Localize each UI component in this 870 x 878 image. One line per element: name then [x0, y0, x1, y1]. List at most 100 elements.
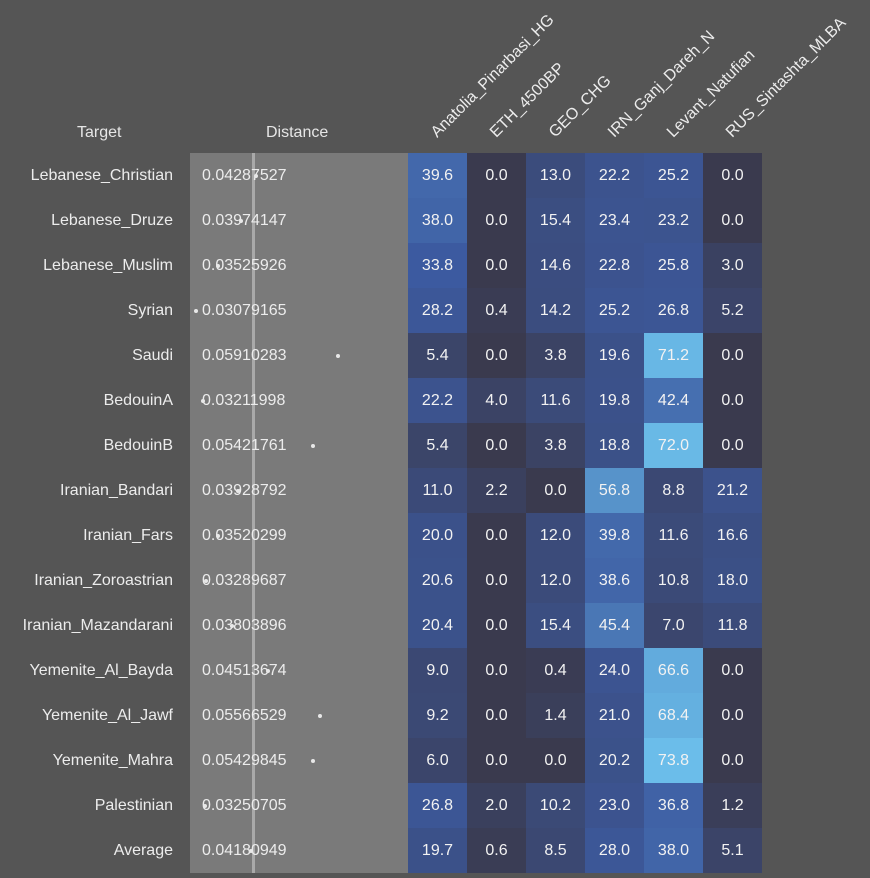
heatmap-cell-bedouina-eth-4500bp: 4.0	[467, 378, 526, 423]
heatmap-cell-palestinian-anatolia-pinarbasi-hg: 26.8	[408, 783, 467, 828]
heatmap-cell-saudi-geo-chg: 3.8	[526, 333, 585, 378]
row-label-iranian-mazandarani: Iranian_Mazandarani	[22, 616, 173, 634]
heatmap-cell-bedouinb-irn-ganj-dareh-n: 18.8	[585, 423, 644, 468]
distance-column-header: Distance	[266, 124, 329, 141]
distance-value-bedouina: 0.03211998	[202, 391, 286, 409]
heatmap-cell-average-anatolia-pinarbasi-hg: 19.7	[408, 828, 467, 873]
heatmap-cell-iranian-zoroastrian-levant-natufian: 10.8	[644, 558, 703, 603]
heatmap-cell-lebanese-druze-eth-4500bp: 0.0	[467, 198, 526, 243]
heatmap-cell-palestinian-levant-natufian: 36.8	[644, 783, 703, 828]
heatmap-cell-yemenite-mahra-anatolia-pinarbasi-hg: 6.0	[408, 738, 467, 783]
heatmap-cell-iranian-mazandarani-rus-sintashta-mlba: 11.8	[703, 603, 762, 648]
heatmap-cell-lebanese-christian-levant-natufian: 25.2	[644, 153, 703, 198]
distance-dot-average	[249, 848, 254, 853]
distance-dot-syrian	[193, 308, 198, 313]
distance-dot-palestinian	[202, 803, 207, 808]
heatmap-cell-bedouina-rus-sintashta-mlba: 0.0	[703, 378, 762, 423]
heatmap-cell-palestinian-irn-ganj-dareh-n: 23.0	[585, 783, 644, 828]
heatmap-cell-yemenite-mahra-levant-natufian: 73.8	[644, 738, 703, 783]
distance-dot-yemenite-al-bayda	[265, 668, 270, 673]
heatmap-cell-yemenite-al-bayda-geo-chg: 0.4	[526, 648, 585, 693]
heatmap-cell-palestinian-eth-4500bp: 2.0	[467, 783, 526, 828]
heatmap-cell-yemenite-mahra-eth-4500bp: 0.0	[467, 738, 526, 783]
heatmap-cell-yemenite-al-jawf-eth-4500bp: 0.0	[467, 693, 526, 738]
heatmap-cell-yemenite-mahra-rus-sintashta-mlba: 0.0	[703, 738, 762, 783]
heatmap-cell-yemenite-al-bayda-rus-sintashta-mlba: 0.0	[703, 648, 762, 693]
heatmap-cell-iranian-mazandarani-eth-4500bp: 0.0	[467, 603, 526, 648]
distance-dot-bedouina	[200, 398, 205, 403]
row-label-saudi: Saudi	[132, 346, 173, 364]
heatmap-cell-saudi-irn-ganj-dareh-n: 19.6	[585, 333, 644, 378]
distance-value-lebanese-druze: 0.03974147	[202, 211, 287, 229]
heatmap-cell-lebanese-christian-irn-ganj-dareh-n: 22.2	[585, 153, 644, 198]
heatmap-cell-iranian-bandari-irn-ganj-dareh-n: 56.8	[585, 468, 644, 513]
heatmap-cell-saudi-eth-4500bp: 0.0	[467, 333, 526, 378]
column-header-rus-sintashta-mlba: RUS_Sintashta_MLBA	[722, 14, 850, 142]
heatmap-cell-lebanese-muslim-irn-ganj-dareh-n: 22.8	[585, 243, 644, 288]
heatmap-cell-lebanese-muslim-levant-natufian: 25.8	[644, 243, 703, 288]
distance-dot-iranian-zoroastrian	[204, 578, 209, 583]
heatmap-cell-iranian-fars-levant-natufian: 11.6	[644, 513, 703, 558]
heatmap-cell-iranian-bandari-levant-natufian: 8.8	[644, 468, 703, 513]
heatmap-cell-lebanese-muslim-geo-chg: 14.6	[526, 243, 585, 288]
row-label-lebanese-druze: Lebanese_Druze	[51, 211, 173, 229]
distance-value-iranian-zoroastrian: 0.03289687	[202, 571, 287, 589]
row-label-palestinian: Palestinian	[94, 796, 173, 814]
heatmap-cell-bedouina-irn-ganj-dareh-n: 19.8	[585, 378, 644, 423]
heatmap-cell-yemenite-al-jawf-rus-sintashta-mlba: 0.0	[703, 693, 762, 738]
heatmap-cell-bedouinb-geo-chg: 3.8	[526, 423, 585, 468]
heatmap-cell-iranian-zoroastrian-eth-4500bp: 0.0	[467, 558, 526, 603]
heatmap-cell-iranian-zoroastrian-geo-chg: 12.0	[526, 558, 585, 603]
heatmap-cell-syrian-levant-natufian: 26.8	[644, 288, 703, 333]
row-label-lebanese-muslim: Lebanese_Muslim	[43, 256, 173, 274]
heatmap-cell-lebanese-druze-anatolia-pinarbasi-hg: 38.0	[408, 198, 467, 243]
distance-dot-iranian-bandari	[236, 488, 241, 493]
heatmap-cell-lebanese-muslim-eth-4500bp: 0.0	[467, 243, 526, 288]
heatmap-cell-saudi-rus-sintashta-mlba: 0.0	[703, 333, 762, 378]
distance-value-lebanese-muslim: 0.03525926	[202, 256, 287, 274]
heatmap-cell-iranian-bandari-rus-sintashta-mlba: 21.2	[703, 468, 762, 513]
heatmap-cell-iranian-mazandarani-levant-natufian: 7.0	[644, 603, 703, 648]
heatmap-cell-syrian-geo-chg: 14.2	[526, 288, 585, 333]
heatmap-cell-average-rus-sintashta-mlba: 5.1	[703, 828, 762, 873]
distance-value-bedouinb: 0.05421761	[202, 436, 287, 454]
distance-dot-yemenite-mahra	[311, 758, 316, 763]
row-label-yemenite-al-jawf: Yemenite_Al_Jawf	[41, 706, 173, 724]
row-label-iranian-bandari: Iranian_Bandari	[60, 481, 173, 499]
row-label-iranian-zoroastrian: Iranian_Zoroastrian	[34, 571, 173, 589]
heatmap-cell-yemenite-al-jawf-levant-natufian: 68.4	[644, 693, 703, 738]
distance-value-yemenite-al-jawf: 0.05566529	[202, 706, 287, 724]
heatmap-cell-yemenite-al-jawf-anatolia-pinarbasi-hg: 9.2	[408, 693, 467, 738]
distance-value-iranian-mazandarani: 0.03803896	[202, 616, 287, 634]
heatmap-cell-iranian-mazandarani-anatolia-pinarbasi-hg: 20.4	[408, 603, 467, 648]
heatmap-cell-yemenite-mahra-irn-ganj-dareh-n: 20.2	[585, 738, 644, 783]
heatmap-cell-iranian-fars-anatolia-pinarbasi-hg: 20.0	[408, 513, 467, 558]
heatmap-cell-bedouina-anatolia-pinarbasi-hg: 22.2	[408, 378, 467, 423]
distance-panel	[190, 153, 408, 873]
row-label-yemenite-mahra: Yemenite_Mahra	[52, 751, 173, 769]
row-label-bedouina: BedouinA	[103, 391, 173, 409]
distance-value-iranian-fars: 0.03520299	[202, 526, 287, 544]
heatmap-cell-bedouinb-levant-natufian: 72.0	[644, 423, 703, 468]
heatmap-cell-yemenite-mahra-geo-chg: 0.0	[526, 738, 585, 783]
heatmap-cell-iranian-fars-geo-chg: 12.0	[526, 513, 585, 558]
distance-value-saudi: 0.05910283	[202, 346, 287, 364]
heatmap-cell-average-geo-chg: 8.5	[526, 828, 585, 873]
distance-dot-lebanese-muslim	[216, 263, 221, 268]
heatmap-cell-saudi-levant-natufian: 71.2	[644, 333, 703, 378]
distance-value-lebanese-christian: 0.04287527	[202, 166, 287, 184]
row-label-average: Average	[113, 841, 173, 859]
distance-value-iranian-bandari: 0.03928792	[202, 481, 287, 499]
heatmap-cell-average-eth-4500bp: 0.6	[467, 828, 526, 873]
column-header-irn-ganj-dareh-n: IRN_Ganj_Dareh_N	[604, 27, 719, 142]
heatmap-cell-syrian-irn-ganj-dareh-n: 25.2	[585, 288, 644, 333]
heatmap-cell-syrian-anatolia-pinarbasi-hg: 28.2	[408, 288, 467, 333]
distance-dot-yemenite-al-jawf	[318, 713, 323, 718]
heatmap-cell-saudi-anatolia-pinarbasi-hg: 5.4	[408, 333, 467, 378]
heatmap-cell-yemenite-al-bayda-anatolia-pinarbasi-hg: 9.0	[408, 648, 467, 693]
row-label-bedouinb: BedouinB	[103, 436, 173, 454]
heatmap-cell-palestinian-geo-chg: 10.2	[526, 783, 585, 828]
distance-dot-saudi	[335, 353, 340, 358]
heatmap-cell-iranian-fars-rus-sintashta-mlba: 16.6	[703, 513, 762, 558]
heatmap-cell-bedouinb-eth-4500bp: 0.0	[467, 423, 526, 468]
